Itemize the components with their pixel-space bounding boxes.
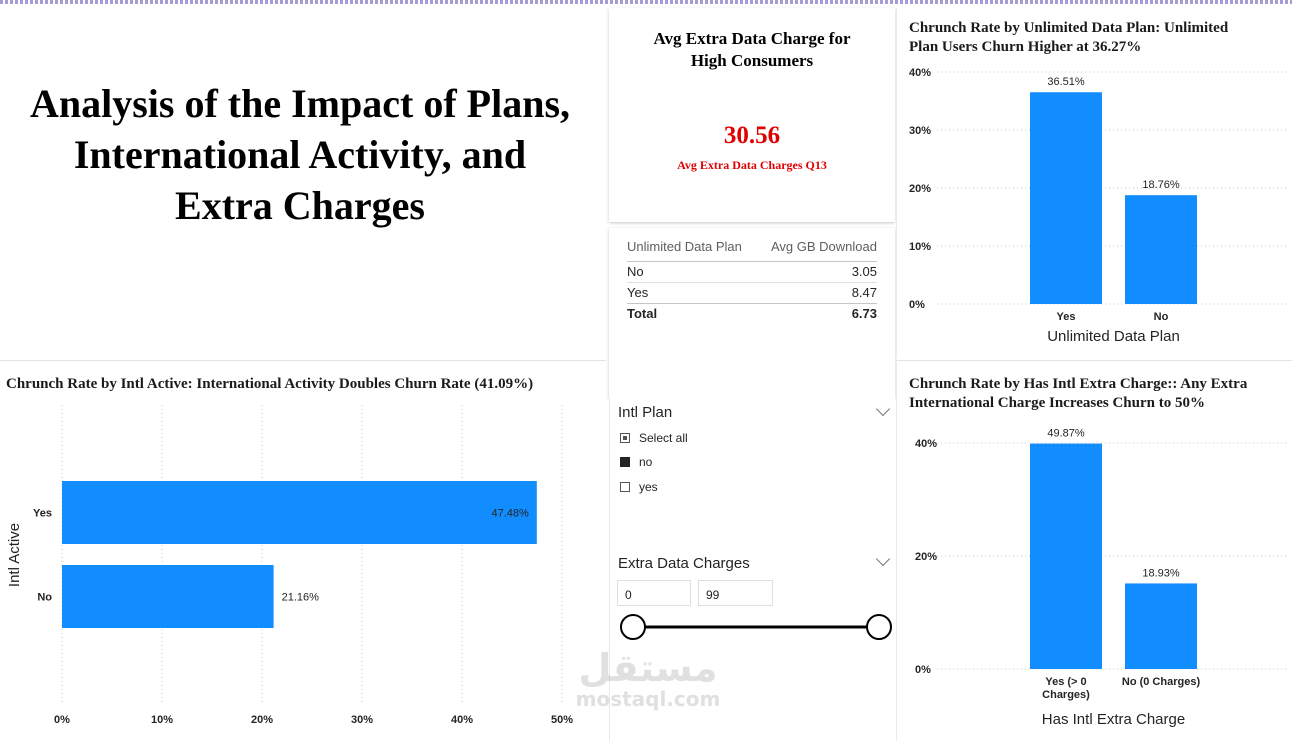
matrix-cell-value: 8.47 (851, 285, 877, 300)
chart-title-line-2: International Charge Increases Churn to … (909, 395, 1205, 411)
matrix-header-plan[interactable]: Unlimited Data Plan (627, 236, 758, 262)
data-label: 36.51% (1047, 76, 1085, 88)
data-label: 21.16% (282, 592, 320, 604)
y-tick-label: 20% (909, 183, 931, 195)
y-tick-label: 0% (915, 664, 931, 676)
bar (1030, 92, 1102, 304)
y-tick-label: 0% (909, 299, 925, 311)
chart-intl-extra-charge[interactable]: Chrunch Rate by Has Intl Extra Charge:: … (896, 360, 1292, 741)
watermark-latin: mostaql.com (575, 687, 721, 711)
kpi-title-line-1: Avg Extra Data Charge for (653, 29, 851, 48)
data-label: 47.48% (491, 508, 529, 520)
kpi-card[interactable]: Avg Extra Data Charge for High Consumers… (609, 8, 895, 222)
kpi-value: 30.56 (723, 122, 781, 149)
page-title-line-2: International Activity, and (73, 132, 527, 177)
data-label: 49.87% (1047, 428, 1085, 440)
x-axis-title: Has Intl Extra Charge (1042, 711, 1185, 728)
chart-title-line-1: Chrunch Rate by Unlimited Data Plan: Unl… (909, 20, 1229, 36)
table-row[interactable]: Yes 8.47 (627, 283, 877, 304)
chart-title: Chrunch Rate by Intl Active: Internation… (6, 376, 534, 392)
y-axis-title: Intl Active (6, 523, 23, 587)
bar (1125, 583, 1197, 669)
x-tick-label: 40% (451, 714, 473, 726)
x-tick-label: Yes (1057, 311, 1076, 323)
data-label: 18.76% (1142, 179, 1180, 191)
slider-handle-max[interactable] (866, 614, 892, 640)
bar (1125, 195, 1197, 304)
matrix-visual[interactable]: Unlimited Data Plan Avg GB Download No 3… (609, 228, 895, 398)
chart-title-line-2: Plan Users Churn Higher at 36.27% (909, 39, 1142, 55)
chart-title: Chrunch Rate by Unlimited Data Plan: Unl… (909, 19, 1289, 57)
x-tick-label: No (0 Charges) (1122, 676, 1201, 688)
watermark-arabic: مستقل (578, 646, 718, 690)
y-tick-label: 40% (909, 67, 931, 79)
chevron-down-icon[interactable] (875, 551, 891, 567)
slicer-option-label: no (639, 455, 653, 469)
chart-title-line-1: Chrunch Rate by Has Intl Extra Charge:: … (909, 376, 1248, 392)
x-tick-label: No (1154, 311, 1169, 323)
matrix-header-download[interactable]: Avg GB Download (757, 236, 877, 262)
matrix-cell-plan: Yes (627, 285, 649, 300)
x-tick-label: Yes (> 0 (1045, 676, 1086, 688)
x-tick-label: 10% (151, 714, 173, 726)
checkbox-checked-icon[interactable] (620, 457, 630, 467)
slider-handle-min[interactable] (620, 614, 646, 640)
bar (62, 481, 537, 544)
chart-intl-active[interactable]: Chrunch Rate by Intl Active: Internation… (0, 360, 606, 741)
chevron-down-icon[interactable] (875, 401, 891, 417)
slicer-option-yes[interactable]: yes (620, 480, 658, 494)
intl-plan-slicer-title: Intl Plan (618, 404, 673, 421)
slicer-option-no[interactable]: no (620, 455, 652, 469)
matrix-total-label: Total (627, 303, 758, 324)
y-tick-label: 10% (909, 241, 931, 253)
chart-unlimited-plan[interactable]: Chrunch Rate by Unlimited Data Plan: Unl… (896, 8, 1292, 358)
watermark: مستقل mostaql.com (568, 648, 728, 710)
matrix-cell-value: 3.05 (757, 261, 877, 283)
matrix-table: Unlimited Data Plan Avg GB Download No 3… (627, 236, 877, 324)
matrix-total-value: 6.73 (757, 303, 877, 324)
bar (1030, 443, 1102, 669)
extra-data-slicer-title: Extra Data Charges (618, 555, 750, 572)
x-axis-title: Unlimited Data Plan (1047, 328, 1180, 345)
kpi-title: Avg Extra Data Charge for High Consumers (609, 28, 895, 72)
bar (62, 565, 274, 628)
y-tick-label: 30% (909, 125, 931, 137)
y-tick-label: Yes (33, 508, 52, 520)
kpi-title-line-2: High Consumers (690, 51, 814, 70)
page-title: Analysis of the Impact of Plans, Interna… (0, 78, 600, 231)
slicer-option-label: yes (639, 480, 658, 494)
chart-intl-active-svg: 0% 10% 20% 30% 40% 50% Yes 47.48% No 21.16% Intl A… (6, 405, 573, 726)
slicers-panel: Intl Plan Select all no yes Extra Data C… (609, 398, 895, 741)
matrix-cell-plan: No (627, 261, 758, 283)
checkbox-partial-icon[interactable] (620, 433, 630, 443)
x-tick-label: 0% (54, 714, 70, 726)
slicer-option-select-all[interactable]: Select all (620, 431, 688, 445)
range-min-input[interactable]: 0 (617, 580, 691, 606)
y-tick-label: 20% (915, 551, 937, 563)
data-label: 18.93% (1142, 567, 1180, 579)
top-border (0, 0, 1292, 4)
page-title-line-1: Analysis of the Impact of Plans, (29, 81, 571, 126)
checkbox-unchecked-icon[interactable] (620, 482, 630, 492)
x-tick-label: Charges) (1042, 689, 1090, 701)
chart-title: Chrunch Rate by Has Intl Extra Charge:: … (909, 375, 1289, 413)
slicer-option-label: Select all (639, 431, 688, 445)
kpi-label: Avg Extra Data Charges Q13 (677, 158, 827, 172)
x-tick-label: 20% (251, 714, 273, 726)
chart-unlimited-plan-svg: 0% 10% 20% 30% 40% 36.51% Yes 18.76% No Unlimited… (909, 67, 1289, 345)
range-max-input[interactable]: 99 (698, 580, 773, 606)
range-slider[interactable] (609, 610, 895, 646)
table-row[interactable]: No 3.05 (627, 261, 877, 283)
table-total-row: Total 6.73 (627, 303, 877, 324)
x-tick-label: 30% (351, 714, 373, 726)
x-tick-label: 50% (551, 714, 573, 726)
y-tick-label: No (37, 592, 52, 604)
y-tick-label: 40% (915, 438, 937, 450)
page-title-line-3: Extra Charges (175, 183, 425, 228)
